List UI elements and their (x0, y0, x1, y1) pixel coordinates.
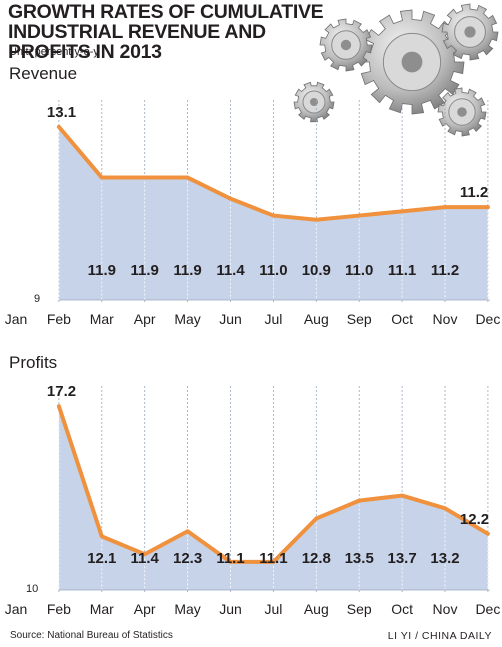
data-label: 11.1 (216, 550, 244, 567)
credit-note: LI YI / CHINA DAILY (387, 630, 492, 642)
data-label: 13.7 (387, 550, 416, 567)
gear-icon (437, 87, 487, 137)
x-tick-label: Sep (347, 601, 372, 617)
x-tick-label: Jan (5, 311, 28, 327)
gear-icon (359, 9, 465, 115)
data-label: 11.2 (460, 184, 488, 201)
gear-icon (293, 81, 335, 123)
data-label: 11.1 (259, 550, 287, 567)
data-label: 11.1 (388, 262, 416, 279)
x-tick-label: Feb (47, 601, 71, 617)
unit-label: Unit: percent y-o-y (9, 46, 99, 58)
data-label: 12.2 (460, 511, 489, 528)
x-tick-label: Mar (90, 601, 114, 617)
data-label: 11.9 (88, 262, 116, 279)
gear-icon (441, 3, 499, 61)
x-tick-label: Dec (475, 311, 500, 327)
x-tick-label: Jul (264, 311, 282, 327)
x-tick-label: Jun (219, 601, 242, 617)
revenue-chart: 9 13.1 11.9 11.9 11.9 11.4 11.0 10.9 11.0 11.1 11.… (5, 100, 500, 327)
x-tick-label: Oct (391, 311, 413, 327)
x-tick-label: Dec (475, 601, 500, 617)
x-tick-label: Apr (134, 601, 156, 617)
data-label: 12.3 (173, 550, 202, 567)
x-tick-label: Sep (347, 311, 372, 327)
x-tick-label: May (174, 311, 200, 327)
data-label: 11.0 (259, 262, 287, 279)
x-tick-label: Mar (90, 311, 114, 327)
x-tick-label: May (174, 601, 200, 617)
revenue-label: Revenue (9, 64, 78, 83)
baseline-value-label: 9 (34, 293, 40, 305)
data-label: 11.9 (131, 262, 159, 279)
data-label: 12.8 (302, 550, 331, 567)
x-tick-label: Aug (304, 311, 329, 327)
x-tick-label: Aug (304, 601, 329, 617)
data-label: 13.2 (430, 550, 459, 567)
x-tick-label: Jan (5, 601, 28, 617)
x-tick-label: Apr (134, 311, 156, 327)
source-note: Source: National Bureau of Statistics (10, 630, 173, 641)
x-tick-label: Feb (47, 311, 71, 327)
x-tick-label: Nov (433, 311, 458, 327)
series-line (56, 124, 490, 222)
data-label: 13.1 (47, 104, 76, 121)
data-label: 11.2 (431, 262, 459, 279)
area-fill (58, 126, 488, 300)
data-label: 12.1 (87, 550, 116, 567)
data-label: 11.0 (345, 262, 373, 279)
data-label: 11.4 (216, 262, 245, 279)
chart-title: GROWTH RATES OF CUMULATIVE INDUSTRIAL RE… (8, 1, 324, 63)
baseline-value-label: 10 (26, 583, 38, 595)
data-label: 13.5 (345, 550, 374, 567)
data-label: 10.9 (302, 262, 331, 279)
gears-illustration (293, 3, 499, 137)
profits-label: Profits (9, 353, 58, 372)
gear-icon (319, 18, 373, 72)
series-line (56, 404, 490, 564)
data-label: 17.2 (47, 383, 76, 400)
data-label: 11.9 (173, 262, 201, 279)
x-tick-label: Jun (219, 311, 242, 327)
data-label: 11.4 (131, 550, 160, 567)
x-tick-label: Jul (264, 601, 282, 617)
x-tick-label: Nov (433, 601, 458, 617)
x-tick-label: Oct (391, 601, 413, 617)
